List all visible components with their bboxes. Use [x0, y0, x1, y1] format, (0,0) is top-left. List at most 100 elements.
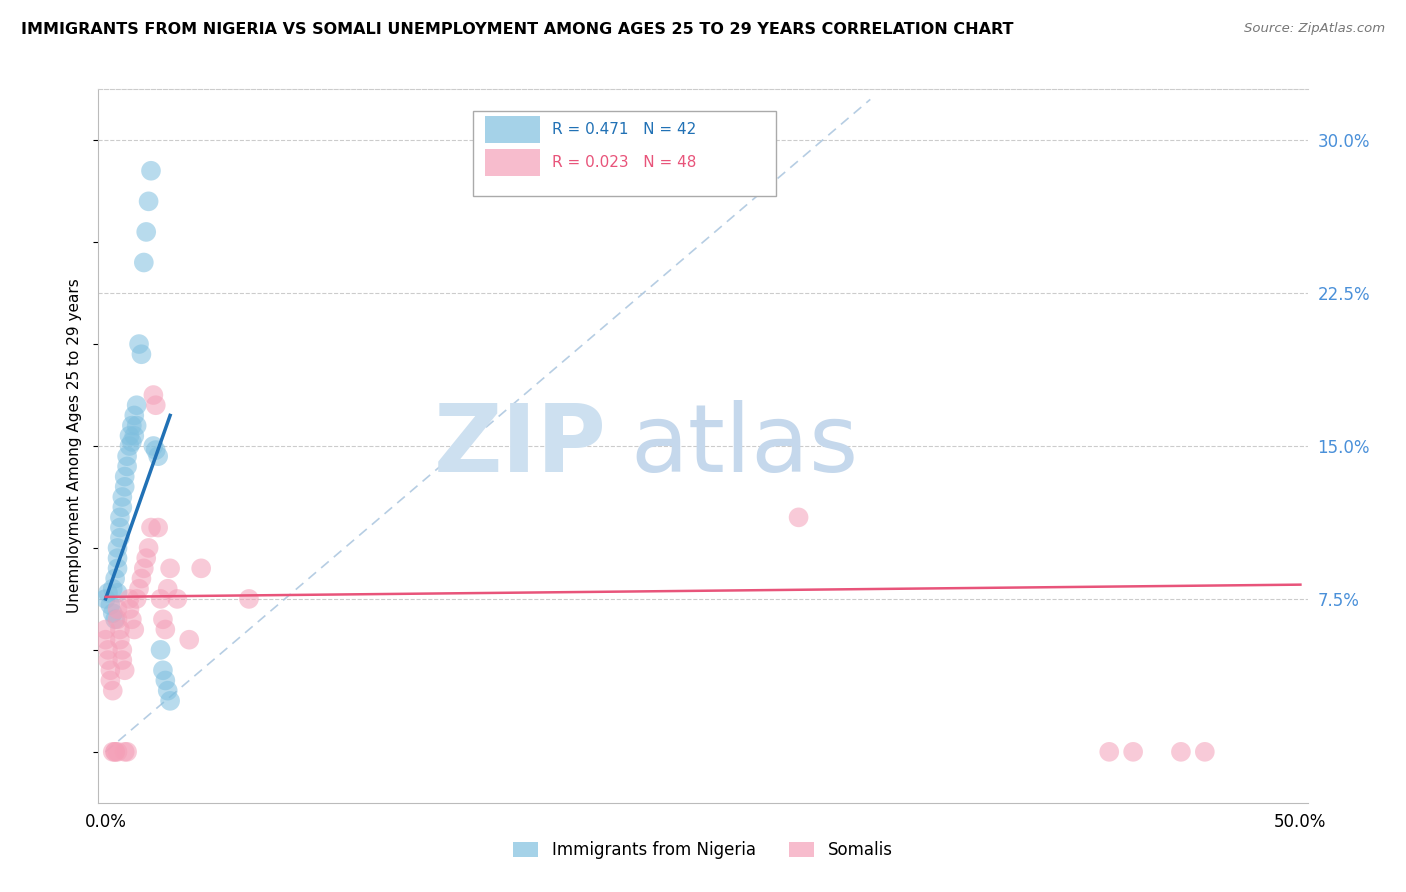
Point [146, 449, 169, 463]
Point [111, 490, 134, 504]
Point [114, 480, 136, 494]
Point [166, 591, 188, 606]
Point [121, 612, 143, 626]
Point [1170, 745, 1192, 759]
Point [108, 531, 131, 545]
Point [118, 439, 141, 453]
Point [111, 653, 134, 667]
Point [107, 745, 129, 759]
FancyBboxPatch shape [485, 116, 540, 143]
Point [94, 632, 117, 647]
Point [101, 606, 124, 620]
Point [145, 398, 167, 412]
Point [97, 586, 120, 600]
Point [155, 673, 177, 688]
Point [125, 418, 148, 433]
Point [179, 632, 201, 647]
Text: atlas: atlas [630, 400, 859, 492]
Point [138, 194, 160, 209]
Point [118, 429, 141, 443]
Point [139, 163, 162, 178]
Point [107, 561, 129, 575]
Y-axis label: Unemployment Among Ages 25 to 29 years: Unemployment Among Ages 25 to 29 years [67, 278, 83, 614]
Point [190, 561, 212, 575]
Point [131, 347, 153, 361]
Point [97, 653, 120, 667]
Point [104, 745, 127, 759]
Point [149, 591, 172, 606]
Point [104, 572, 127, 586]
Point [115, 745, 138, 759]
Point [156, 683, 179, 698]
Point [152, 612, 174, 626]
Point [122, 409, 145, 423]
Point [152, 663, 174, 677]
Point [115, 459, 138, 474]
Point [135, 551, 157, 566]
Point [114, 745, 136, 759]
Point [118, 602, 141, 616]
Point [107, 541, 129, 555]
Point [114, 663, 136, 677]
Point [101, 582, 124, 596]
Point [98, 663, 121, 677]
Point [139, 520, 162, 534]
Point [98, 673, 121, 688]
Point [108, 623, 131, 637]
Point [135, 225, 157, 239]
Point [111, 643, 134, 657]
Point [1122, 745, 1144, 759]
Point [132, 255, 155, 269]
Point [155, 623, 177, 637]
Point [111, 500, 134, 515]
Point [128, 582, 150, 596]
Point [115, 449, 138, 463]
Point [107, 602, 129, 616]
Text: ZIP: ZIP [433, 400, 606, 492]
Point [108, 510, 131, 524]
Point [107, 612, 129, 626]
Point [125, 398, 148, 412]
Point [138, 541, 160, 555]
Text: Source: ZipAtlas.com: Source: ZipAtlas.com [1244, 22, 1385, 36]
Point [132, 561, 155, 575]
Point [238, 591, 260, 606]
Point [104, 612, 127, 626]
Point [122, 429, 145, 443]
Point [118, 591, 141, 606]
Point [94, 591, 117, 606]
FancyBboxPatch shape [474, 111, 776, 196]
Point [108, 520, 131, 534]
Point [145, 443, 167, 458]
Point [1194, 745, 1216, 759]
Point [159, 694, 181, 708]
Point [101, 683, 124, 698]
Point [1098, 745, 1121, 759]
Point [787, 510, 810, 524]
FancyBboxPatch shape [485, 149, 540, 177]
Point [104, 745, 127, 759]
Legend: Immigrants from Nigeria, Somalis: Immigrants from Nigeria, Somalis [506, 835, 900, 866]
Point [107, 551, 129, 566]
Point [142, 388, 165, 402]
Text: R = 0.471   N = 42: R = 0.471 N = 42 [551, 121, 696, 136]
Point [146, 520, 169, 534]
Point [122, 623, 145, 637]
Point [149, 643, 172, 657]
Text: R = 0.023   N = 48: R = 0.023 N = 48 [551, 155, 696, 170]
Point [121, 418, 143, 433]
Point [128, 337, 150, 351]
Point [142, 439, 165, 453]
Point [159, 561, 181, 575]
Point [98, 598, 121, 612]
Point [107, 586, 129, 600]
Point [94, 623, 117, 637]
Point [101, 745, 124, 759]
Point [108, 632, 131, 647]
Point [131, 572, 153, 586]
Point [125, 591, 148, 606]
Point [156, 582, 179, 596]
Point [97, 643, 120, 657]
Point [114, 469, 136, 483]
Point [121, 434, 143, 449]
